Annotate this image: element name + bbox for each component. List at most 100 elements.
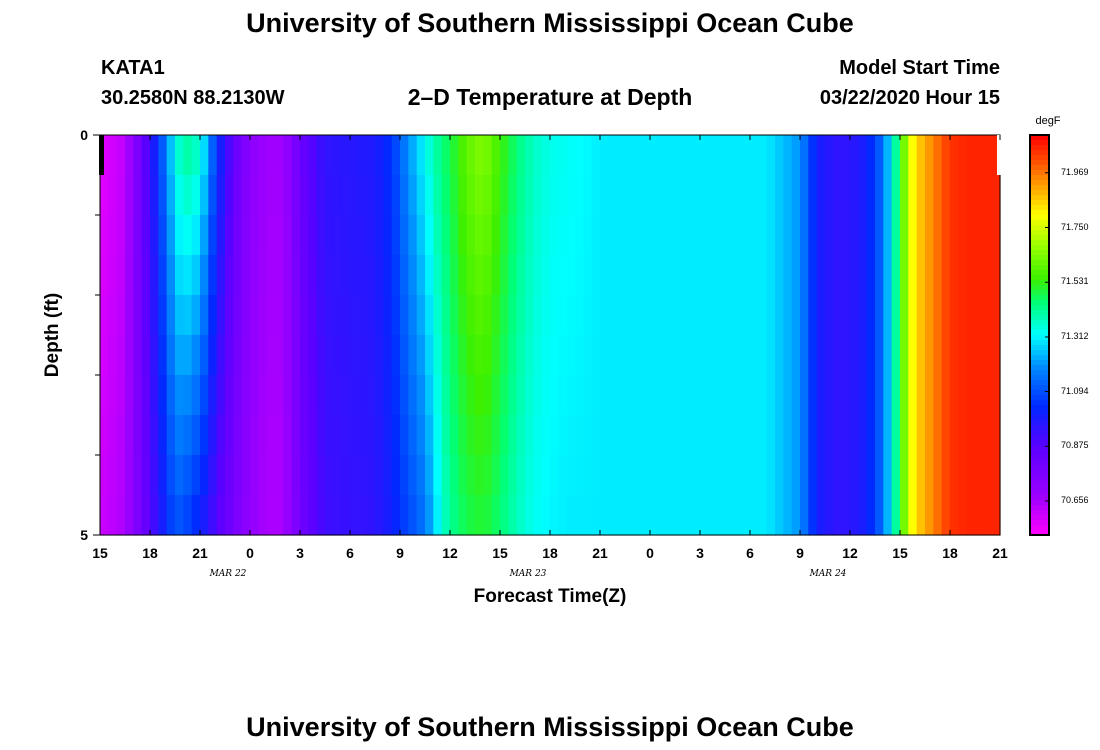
heatmap-cell	[416, 495, 426, 536]
heatmap-cell	[616, 215, 626, 256]
heatmap-cell	[191, 495, 201, 536]
heatmap-cell	[516, 295, 526, 336]
heatmap-cell	[416, 215, 426, 256]
heatmap-cell	[716, 375, 726, 416]
colorbar-band	[1030, 355, 1049, 361]
heatmap-cell	[466, 415, 476, 456]
heatmap-cell	[775, 135, 784, 176]
colorbar-band	[1030, 265, 1049, 271]
heatmap-cell	[358, 175, 368, 216]
heatmap-cell	[583, 335, 593, 376]
heatmap-cell	[208, 375, 218, 416]
heatmap-cell	[100, 175, 109, 216]
heatmap-cell	[308, 375, 318, 416]
heatmap-cell	[708, 335, 718, 376]
heatmap-cell	[616, 375, 626, 416]
heatmap-cell	[650, 135, 659, 176]
colorbar-band	[1030, 270, 1049, 276]
heatmap-cell	[850, 495, 859, 536]
heatmap-cell	[458, 175, 468, 216]
heatmap-cell	[275, 455, 284, 496]
heatmap-cell	[566, 495, 576, 536]
colorbar-band	[1030, 285, 1049, 291]
heatmap-cell	[516, 455, 526, 496]
heatmap-cell	[725, 255, 734, 296]
colorbar	[1030, 135, 1049, 536]
heatmap-cell	[133, 495, 143, 536]
heatmap-cell	[108, 295, 118, 336]
heatmap-cell	[616, 415, 626, 456]
heatmap-cell	[641, 135, 651, 176]
heatmap-cell	[458, 295, 468, 336]
heatmap-cell	[691, 415, 701, 456]
heatmap-cell	[858, 375, 868, 416]
heatmap-cell	[133, 215, 143, 256]
heatmap-cell	[316, 375, 326, 416]
heatmap-cell	[641, 455, 651, 496]
heatmap-cell	[916, 455, 926, 496]
heatmap-cell	[625, 255, 634, 296]
heatmap-cell	[616, 255, 626, 296]
heatmap-cell	[391, 175, 401, 216]
heatmap-cell	[100, 375, 109, 416]
heatmap-cell	[533, 415, 543, 456]
heatmap-cell	[416, 375, 426, 416]
heatmap-cell	[958, 455, 968, 496]
heatmap-cell	[875, 135, 884, 176]
heatmap-cell	[850, 375, 859, 416]
heatmap-cell	[700, 415, 709, 456]
x-tick-label: 9	[396, 545, 404, 561]
heatmap-cell	[308, 135, 318, 176]
heatmap-cell	[400, 415, 409, 456]
heatmap-cell	[341, 295, 351, 336]
colorbar-band	[1030, 465, 1049, 471]
heatmap-cell	[841, 335, 851, 376]
heatmap-cell	[100, 455, 109, 496]
heatmap-cell	[800, 375, 809, 416]
heatmap-cell	[225, 375, 234, 416]
colorbar-band	[1030, 250, 1049, 256]
heatmap-cell	[716, 175, 726, 216]
heatmap-cell	[583, 415, 593, 456]
heatmap-cell	[433, 175, 443, 216]
heatmap-cell	[166, 135, 176, 176]
heatmap-cell	[966, 335, 976, 376]
heatmap-cell	[241, 375, 251, 416]
heatmap-cell	[150, 375, 159, 416]
heatmap-cell	[850, 215, 859, 256]
heatmap-cell	[666, 215, 676, 256]
heatmap-cell	[875, 255, 884, 296]
heatmap-cell	[525, 135, 534, 176]
heatmap-cell	[275, 415, 284, 456]
heatmap-cell	[925, 215, 934, 256]
colorbar-band	[1030, 190, 1049, 196]
heatmap-cell	[616, 135, 626, 176]
colorbar-band	[1030, 420, 1049, 426]
heatmap-cell	[675, 335, 684, 376]
heatmap-cell	[883, 255, 893, 296]
heatmap-cell	[591, 375, 601, 416]
heatmap-cell	[491, 135, 501, 176]
heatmap-cell	[333, 175, 343, 216]
heatmap-cell	[400, 175, 409, 216]
heatmap-cell	[208, 175, 218, 216]
heatmap-cell	[433, 255, 443, 296]
heatmap-cell	[291, 415, 301, 456]
heatmap-cell	[250, 375, 259, 416]
heatmap-cell	[350, 335, 359, 376]
heatmap-cell	[216, 215, 226, 256]
heatmap-cell	[108, 335, 118, 376]
heatmap-cell	[841, 455, 851, 496]
heatmap-cell	[616, 455, 626, 496]
heatmap-cell	[125, 175, 134, 216]
heatmap-cell	[300, 135, 309, 176]
heatmap-cell	[850, 135, 859, 176]
heatmap-cell	[458, 415, 468, 456]
heatmap-cell	[216, 495, 226, 536]
colorbar-band	[1030, 520, 1049, 526]
heatmap-cell	[716, 335, 726, 376]
colorbar-band	[1030, 515, 1049, 521]
heatmap-cell	[691, 495, 701, 536]
heatmap-cell	[150, 135, 159, 176]
heatmap-cell	[783, 495, 793, 536]
